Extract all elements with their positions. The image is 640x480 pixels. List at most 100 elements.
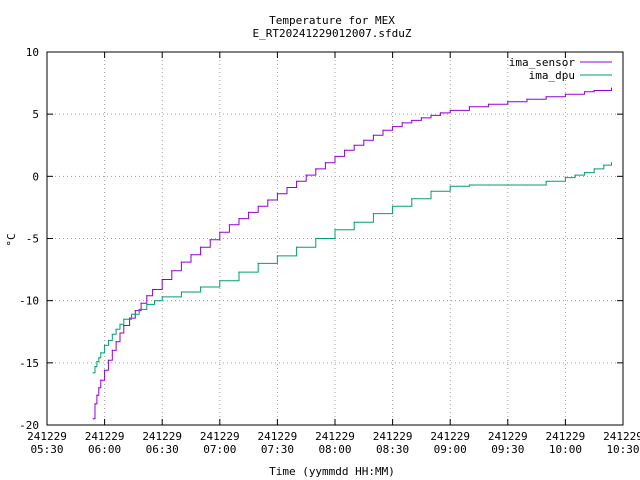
data-point-ima_sensor: [119, 332, 121, 334]
x-tick-time: 09:30: [491, 443, 524, 456]
data-point-ima_sensor: [296, 180, 298, 182]
data-point-ima_sensor: [219, 231, 221, 233]
data-point-ima_dpu: [92, 372, 94, 374]
data-point-ima_sensor: [257, 205, 259, 207]
y-tick-label: -10: [19, 295, 39, 308]
data-point-ima_sensor: [180, 261, 182, 263]
y-tick-label: -5: [26, 233, 39, 246]
data-point-ima_sensor: [267, 199, 269, 201]
x-tick-time: 10:30: [606, 443, 639, 456]
data-point-ima_sensor: [468, 106, 470, 108]
data-point-ima_sensor: [305, 174, 307, 176]
data-point-ima_sensor: [161, 278, 163, 281]
x-tick-date: 241229: [488, 430, 528, 443]
data-point-ima_sensor: [430, 114, 432, 116]
data-point-ima_dpu: [219, 280, 221, 282]
data-point-ima_dpu: [94, 366, 96, 368]
data-point-ima_dpu: [564, 177, 567, 179]
data-point-ima_dpu: [526, 184, 528, 186]
data-point-ima_dpu: [180, 291, 182, 293]
y-tick-label: -20: [19, 419, 39, 432]
data-point-ima_dpu: [296, 246, 298, 248]
data-point-ima_sensor: [401, 122, 403, 124]
data-point-ima_dpu: [334, 229, 336, 231]
series-line-ima_dpu: [93, 162, 612, 374]
data-point-ima_dpu: [593, 168, 595, 170]
data-point-ima_sensor: [123, 324, 125, 327]
data-point-ima_dpu: [392, 205, 394, 207]
data-point-ima_sensor: [526, 98, 528, 100]
data-point-ima_sensor: [228, 224, 230, 226]
data-point-ima_sensor: [324, 162, 326, 164]
data-point-ima_dpu: [123, 318, 125, 320]
data-point-ima_sensor: [440, 112, 442, 114]
data-point-ima_sensor: [593, 89, 595, 92]
data-point-ima_sensor: [152, 288, 154, 291]
data-point-ima_dpu: [468, 184, 470, 186]
data-point-ima_sensor: [610, 87, 613, 89]
data-point-ima_dpu: [161, 296, 163, 298]
data-point-ima_dpu: [130, 313, 133, 315]
data-point-ima_dpu: [96, 361, 98, 363]
data-point-ima_dpu: [449, 185, 451, 187]
data-point-ima_dpu: [153, 300, 156, 302]
data-point-ima_dpu: [104, 344, 106, 346]
x-tick-time: 08:30: [376, 443, 409, 456]
x-tick-date: 241229: [258, 430, 298, 443]
x-tick-date: 241229: [546, 430, 586, 443]
data-point-ima_sensor: [94, 403, 96, 405]
data-point-ima_sensor: [334, 155, 336, 157]
data-point-ima_sensor: [382, 129, 384, 131]
x-tick-date: 241229: [27, 430, 67, 443]
x-tick-time: 06:30: [146, 443, 179, 456]
data-point-ima_dpu: [603, 164, 605, 166]
x-tick-time: 06:00: [88, 443, 121, 456]
data-point-ima_sensor: [545, 96, 547, 98]
x-tick-time: 05:30: [30, 443, 63, 456]
data-point-ima_dpu: [276, 255, 278, 257]
chart-title: Temperature for MEX: [269, 14, 395, 27]
chart-subtitle: E_RT20241229012007.sfduZ: [253, 27, 412, 40]
data-point-ima_dpu: [507, 184, 509, 186]
data-point-ima_sensor: [286, 186, 288, 189]
x-tick-date: 241229: [603, 430, 640, 443]
data-point-ima_dpu: [257, 262, 259, 264]
x-tick-date: 241229: [373, 430, 413, 443]
data-point-ima_sensor: [98, 387, 100, 389]
data-point-ima_sensor: [140, 302, 142, 304]
data-point-ima_sensor: [488, 103, 490, 105]
legend-label-ima_dpu: ima_dpu: [529, 69, 575, 82]
data-point-ima_dpu: [353, 221, 355, 223]
data-point-ima_sensor: [344, 149, 346, 151]
x-tick-time: 08:00: [318, 443, 351, 456]
data-point-ima_sensor: [92, 418, 94, 420]
data-point-ima_sensor: [107, 359, 109, 361]
data-point-ima_dpu: [372, 213, 374, 215]
data-point-ima_sensor: [411, 119, 413, 121]
data-point-ima_sensor: [146, 295, 148, 297]
y-tick-label: 5: [32, 108, 39, 121]
data-point-ima_dpu: [574, 174, 576, 176]
y-tick-label: -15: [19, 357, 39, 370]
y-tick-label: 0: [32, 170, 39, 183]
data-point-ima_sensor: [209, 239, 211, 241]
x-axis-label: Time (yymmdd HH:MM): [269, 465, 395, 478]
data-point-ima_sensor: [104, 369, 106, 371]
data-point-ima_dpu: [430, 190, 432, 192]
data-point-ima_sensor: [190, 254, 192, 256]
x-tick-date: 241229: [200, 430, 240, 443]
data-point-ima_dpu: [138, 308, 140, 310]
data-point-ima_sensor: [392, 126, 394, 128]
x-tick-time: 07:00: [203, 443, 236, 456]
x-axis-ticks: 24122905:3024122906:0024122906:302412290…: [27, 52, 640, 456]
data-point-ima_dpu: [411, 198, 413, 200]
data-point-ima_sensor: [276, 193, 278, 195]
data-point-ima_dpu: [107, 339, 109, 342]
data-point-ima_dpu: [119, 323, 121, 325]
data-point-ima_sensor: [507, 101, 509, 103]
series-line-ima_sensor: [93, 88, 612, 420]
data-point-ima_dpu: [111, 333, 113, 335]
plot-border: [46, 51, 624, 426]
data-point-ima_sensor: [564, 93, 567, 95]
